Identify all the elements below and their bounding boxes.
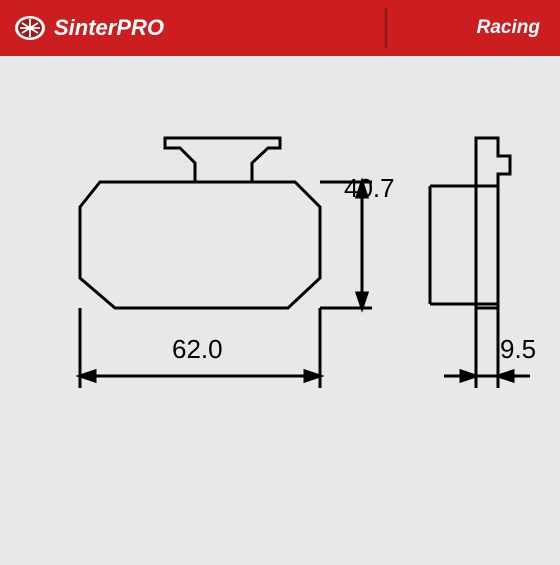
brand-group: SinterPRO xyxy=(14,15,164,41)
thickness-value: 9.5 xyxy=(500,334,536,365)
product-header: SinterPRO Racing xyxy=(0,0,560,56)
brake-pad-front-view xyxy=(80,138,320,308)
brand-logo-icon xyxy=(14,15,46,41)
brake-pad-side-view xyxy=(430,138,510,308)
technical-drawing: 40.7 62.0 9.5 xyxy=(0,56,560,560)
height-value: 40.7 xyxy=(344,173,395,204)
header-divider-group xyxy=(382,8,502,48)
width-value: 62.0 xyxy=(172,334,223,365)
brand-name: SinterPRO xyxy=(54,15,164,41)
